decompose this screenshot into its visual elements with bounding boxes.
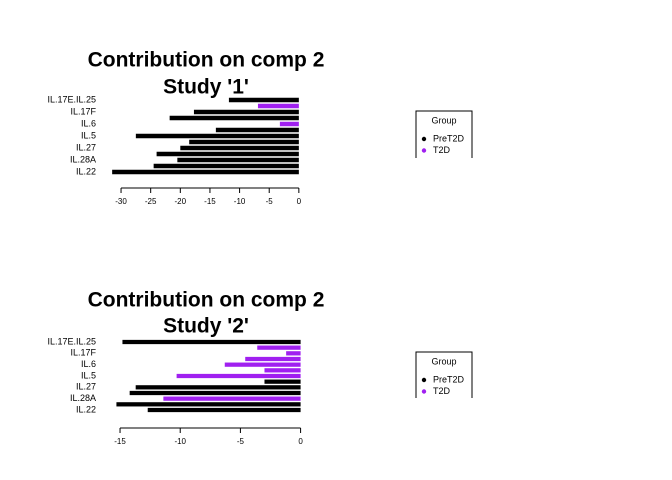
chart-title: Contribution on comp 2 [88,49,325,72]
y-tick-label: IL.6 [81,359,96,369]
bar [180,145,299,151]
legend-marker [421,148,427,153]
bar [279,121,299,127]
legend-box [415,110,473,158]
x-tick-label: -15 [114,437,126,446]
bar [264,368,301,373]
y-tick-label: IL.5 [81,370,96,380]
bar [257,345,301,350]
y-tick-label: IL.22 [76,166,96,176]
x-tick-label: -5 [237,437,245,446]
bar [147,407,301,413]
legend-marker [421,377,427,383]
legend-label: PreT2D [433,374,465,384]
bar [193,109,299,115]
bar [163,396,301,401]
legend-label: PreT2D [433,133,465,143]
bar [122,339,301,345]
x-tick-label: -5 [266,197,274,206]
x-tick-label: -15 [204,197,216,206]
bar [264,379,301,384]
bar [135,133,299,139]
bar [228,97,299,103]
x-tick-label: -10 [234,197,246,206]
chart-subtitle: Study '2' [163,315,249,338]
x-tick-label: -30 [115,197,127,206]
y-tick-label: IL.17F [70,106,96,116]
bar [224,362,301,367]
legend-label: T2D [433,145,451,155]
y-tick-label: IL.17E.IL.25 [47,336,96,346]
bar [245,356,301,362]
bar [153,163,299,169]
bar [129,390,301,396]
bar [189,139,299,145]
y-tick-label: IL.28A [70,154,96,164]
bar [215,127,299,133]
bar [177,157,299,163]
y-tick-label: IL.22 [76,404,96,414]
legend-box [415,351,473,398]
legend-marker [421,136,427,142]
bar [135,385,301,390]
y-tick-label: IL.28A [70,393,96,403]
y-tick-label: IL.27 [76,142,96,152]
y-tick-label: IL.17F [70,348,96,358]
chart-subtitle: Study '1' [163,76,249,99]
x-tick-label: -20 [175,197,187,206]
legend-title: Group [431,356,456,366]
y-tick-label: IL.27 [76,382,96,392]
bar [176,373,301,379]
bar [257,103,299,109]
y-tick-label: IL.17E.IL.25 [47,94,96,104]
bar [112,169,299,175]
bar [169,115,299,121]
bar [116,402,301,407]
chart-title: Contribution on comp 2 [88,289,325,312]
x-tick-label: -25 [145,197,157,206]
y-tick-label: IL.5 [81,130,96,140]
x-tick-label: 0 [297,197,302,206]
y-tick-label: IL.6 [81,118,96,128]
x-tick-label: 0 [298,437,303,446]
bar [286,351,301,356]
legend-label: T2D [433,386,451,396]
legend-marker [421,389,427,394]
legend-title: Group [431,115,456,125]
x-tick-label: -10 [174,437,186,446]
bar [156,151,299,157]
